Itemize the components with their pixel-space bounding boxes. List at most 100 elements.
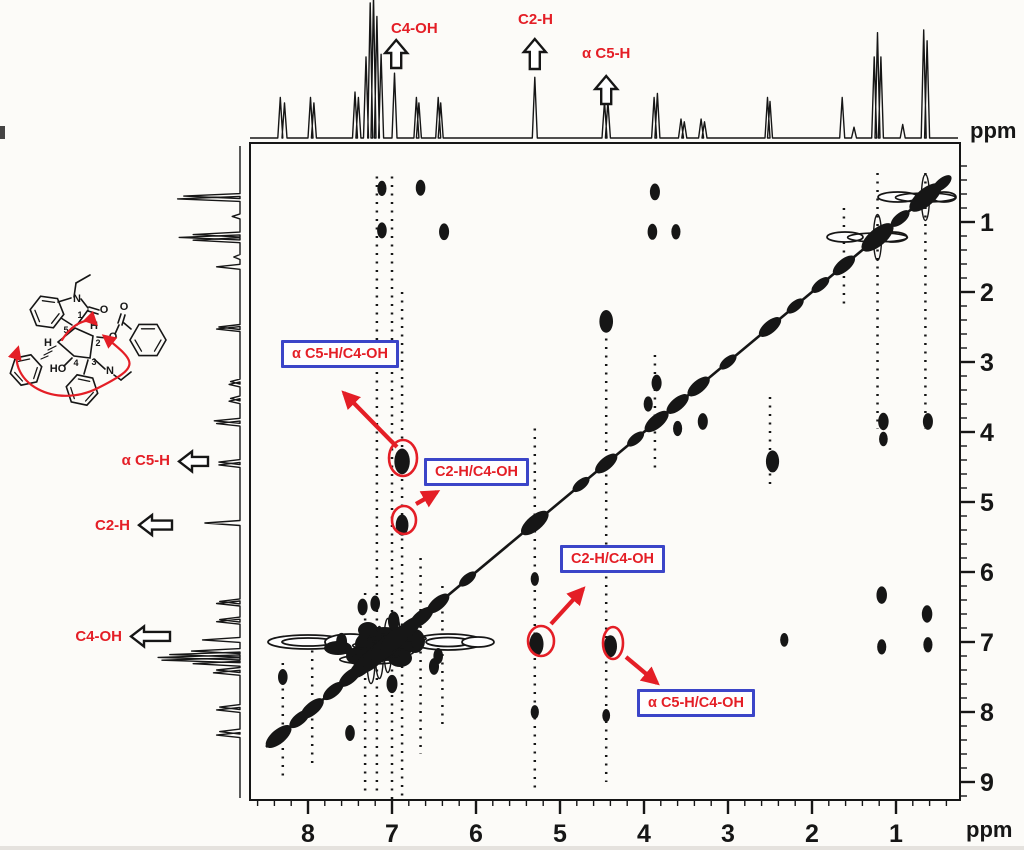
cross-peak (876, 586, 887, 604)
cross-peak (877, 639, 887, 655)
bond (117, 313, 122, 324)
top-peak-label-ac5h: α C5-H (582, 45, 631, 62)
noe-correlation-arc (60, 310, 99, 342)
cross-peak (411, 631, 423, 651)
callout-arrow (624, 655, 660, 686)
diagonal-peak (758, 317, 782, 337)
position-number: 5 (63, 325, 68, 335)
cross-peak (433, 648, 444, 664)
diagonal-peak (520, 510, 549, 536)
crosspeak-highlight-circle (390, 504, 418, 536)
left-peak-label-c2h: C2-H (94, 517, 130, 534)
cross-peak (415, 179, 426, 196)
position-number: 1 (77, 310, 82, 320)
crosspeak-callout-c2h-c4oh-upper: C2-H/C4-OH (424, 458, 529, 486)
cross-peak (357, 598, 368, 616)
x-tick-label: 4 (637, 820, 651, 848)
atom-label: O (100, 304, 109, 316)
bond (88, 306, 100, 311)
diagonal-peak (861, 223, 894, 252)
scan-edge-shadow (0, 846, 1024, 850)
cross-peak (394, 448, 410, 475)
peak-pointer-arrow-left (177, 448, 210, 474)
cross-peak (921, 605, 933, 623)
diagonal-peak (811, 277, 830, 293)
cross-peak (647, 223, 658, 240)
top-1d-proton-trace (250, 0, 958, 139)
crosspeak-highlight-circle (526, 624, 556, 658)
x-tick-label: 2 (805, 820, 819, 848)
cross-peak (697, 413, 708, 430)
crosspeak-callout-ac5h-c4oh-upper: α C5-H/C4-OH (281, 340, 399, 368)
diagonal-peak (265, 724, 292, 749)
position-number: 4 (73, 358, 78, 368)
hashed-wedge-bond (43, 350, 53, 356)
crosspeak-highlight-circle (601, 625, 625, 661)
diagonal-peak (409, 606, 434, 629)
diagonal-peak (322, 681, 344, 701)
diagonal-peak (890, 210, 910, 227)
x-tick-label: 6 (469, 820, 483, 848)
cross-peak (649, 183, 660, 201)
cross-peak (603, 635, 618, 658)
atom-label: H (44, 337, 52, 349)
diagonal-peak (666, 394, 689, 414)
bond (114, 324, 120, 335)
noe-correlation-arc (7, 334, 131, 397)
diagonal-peak (719, 354, 737, 370)
x-tick-label: 3 (721, 820, 735, 848)
diagonal-peak (595, 453, 618, 474)
plot-frame (249, 142, 961, 801)
cross-peak (780, 633, 789, 647)
crosspeak-callout-ac5h-c4oh-lower: α C5-H/C4-OH (637, 689, 755, 717)
bond (60, 317, 73, 326)
cross-peak (386, 674, 398, 694)
y-tick-label: 5 (980, 489, 994, 517)
diagonal-peak (300, 698, 324, 719)
y-tick-label: 3 (980, 349, 994, 377)
cross-peak (922, 413, 933, 430)
diagonal-peak (459, 571, 477, 587)
left-peak-label-ac5h: α C5-H (121, 452, 170, 469)
diagonal-peak (572, 476, 590, 493)
y-tick-label: 9 (980, 769, 994, 797)
bond (73, 282, 77, 298)
hashed-wedge-bond (40, 355, 49, 360)
x-tick-label: 8 (301, 820, 315, 848)
x-axis: 8 7 6 5 4 3 2 1 (256, 800, 948, 848)
cross-peak (387, 611, 400, 631)
cross-peak (923, 637, 933, 653)
callout-arrow (549, 586, 586, 626)
aromatic-double-bond (70, 386, 75, 400)
aromatic-double-bond (77, 378, 91, 383)
bond (123, 322, 132, 330)
bond (120, 371, 132, 381)
aromatic-double-bond (50, 313, 60, 324)
cross-peak (278, 669, 288, 685)
cross-peak (336, 632, 348, 652)
cross-peak (529, 632, 544, 656)
diagonal-peak (932, 175, 952, 192)
y-tick-label: 8 (980, 699, 994, 727)
bond (75, 274, 91, 284)
x-tick-label: 1 (889, 820, 903, 848)
cross-peak (439, 223, 450, 241)
cross-peak (377, 222, 387, 239)
crosspeak-highlight-circle (387, 438, 419, 478)
cross-peak (345, 725, 355, 741)
peak-pointer-arrow-up (521, 37, 549, 71)
cross-peak (671, 224, 681, 240)
bond (57, 297, 72, 303)
bond (83, 359, 89, 375)
bond (121, 314, 126, 326)
y-axis: 1 2 3 4 5 6 7 8 9 (960, 165, 994, 797)
contour-blob-cluster (358, 622, 378, 638)
callout-arrow (341, 390, 399, 449)
aromatic-double-bond (14, 371, 24, 382)
cross-peak (643, 396, 653, 412)
left-peak-label-c4oh: C4-OH (75, 628, 122, 645)
crosspeak-callout-c2h-c4oh-lower: C2-H/C4-OH (560, 545, 665, 573)
